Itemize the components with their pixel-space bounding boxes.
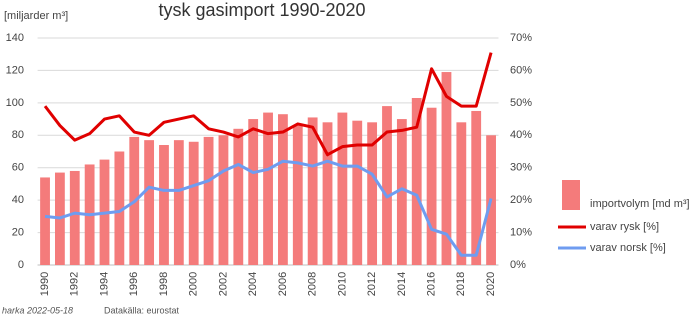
author: harka 2022-05-18 (2, 305, 73, 315)
y2-tick-label: 50% (510, 97, 532, 109)
bar (441, 72, 452, 265)
line (43, 52, 493, 157)
legend-label: importvolym [md m³] (590, 198, 690, 210)
x-tick-label: 2010 (336, 272, 348, 296)
y-tick-label: 80 (12, 129, 24, 141)
bar (173, 140, 184, 265)
y-tick-label: 140 (6, 32, 24, 44)
line (44, 159, 493, 257)
x-tick-label: 2018 (455, 272, 467, 296)
bar (233, 128, 244, 265)
x-tick-label: 2020 (485, 272, 497, 296)
bar (322, 122, 333, 265)
x-tick-label: 2004 (247, 272, 259, 296)
y-tick-label: 40 (12, 194, 24, 206)
x-tick-label: 2006 (277, 272, 289, 296)
x-tick-label: 2000 (188, 272, 200, 296)
bar (114, 151, 125, 265)
y2-tick-label: 30% (510, 162, 532, 174)
bar (426, 107, 437, 265)
bar (263, 112, 273, 265)
x-tick-label: 1990 (39, 272, 51, 296)
y-tick-label: 0 (18, 259, 24, 271)
legend-swatch (562, 180, 580, 210)
y2-tick-label: 70% (510, 32, 532, 44)
bar (218, 135, 229, 265)
bar (40, 177, 50, 265)
bar (471, 110, 482, 265)
y-tick-label: 100 (6, 97, 24, 109)
bar (396, 119, 407, 265)
y-axis-label: [miljarder m³] (4, 10, 68, 22)
y-tick-label: 20 (12, 226, 24, 238)
bar (382, 106, 392, 265)
legend-label: varav rysk [%] (590, 221, 659, 233)
x-tick-label: 2012 (366, 272, 378, 296)
bar (292, 125, 303, 265)
x-tick-label: 2002 (217, 272, 229, 296)
y-tick-label: 120 (6, 64, 24, 76)
bar (278, 114, 288, 265)
bar (337, 112, 348, 265)
bar (352, 120, 363, 265)
bar (248, 119, 259, 265)
y2-tick-label: 20% (510, 194, 532, 206)
bar (188, 141, 199, 265)
y-tick-label: 60 (12, 162, 24, 174)
bar (411, 97, 422, 265)
bar (203, 136, 214, 265)
legend-label: varav norsk [%] (590, 242, 666, 254)
y2-tick-label: 60% (510, 64, 532, 76)
bar (144, 140, 155, 265)
bar (307, 117, 318, 265)
x-tick-label: 2008 (307, 272, 319, 296)
bar (367, 122, 378, 265)
x-tick-label: 1994 (98, 272, 110, 296)
x-tick-label: 2016 (426, 272, 438, 296)
y2-tick-label: 40% (510, 129, 532, 141)
y2-tick-label: 0% (510, 259, 526, 271)
x-tick-label: 2014 (396, 272, 408, 296)
chart-title: tysk gasimport 1990-2020 (158, 0, 365, 20)
bar (456, 122, 467, 265)
x-tick-label: 1998 (158, 272, 170, 296)
bar (69, 170, 80, 265)
bar (159, 145, 169, 265)
x-tick-label: 1992 (69, 272, 81, 296)
x-tick-label: 1996 (128, 272, 140, 296)
source: Datakälla: eurostat (104, 305, 180, 315)
y2-tick-label: 10% (510, 226, 532, 238)
